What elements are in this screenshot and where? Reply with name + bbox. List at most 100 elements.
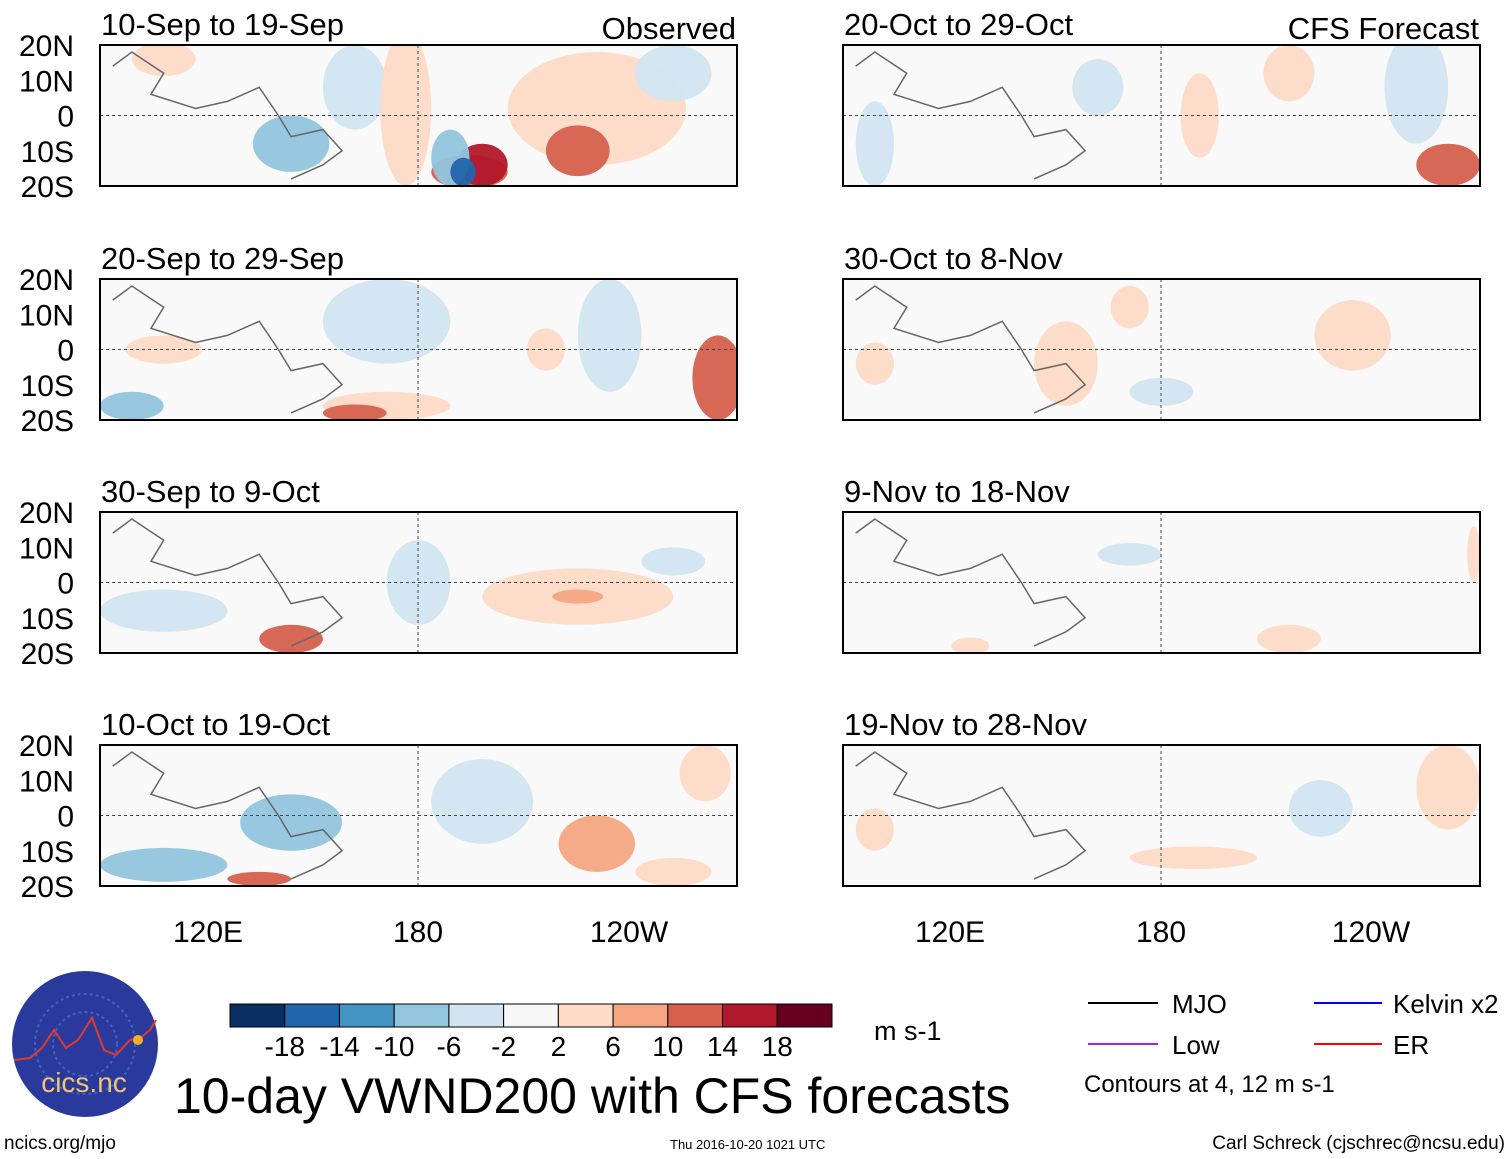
lat-tick-label: 10S — [21, 370, 74, 403]
map-panel-forecast-2: 30-Oct to 8-Nov — [842, 241, 1481, 421]
timestamp: Thu 2016-10-20 1021 UTC — [670, 1137, 825, 1152]
coastline — [855, 285, 1087, 414]
panel-title: 30-Oct to 8-Nov — [844, 241, 1063, 276]
anomaly-region — [431, 759, 534, 844]
map-panel-forecast-1: 20-Oct to 29-Oct CFS Forecast — [842, 7, 1481, 187]
cics-logo: cics.nc — [12, 971, 158, 1117]
anomaly-region — [577, 279, 642, 392]
anomaly-region — [545, 125, 610, 177]
colorbar-swatch — [557, 1003, 614, 1028]
colorbar-swatch — [667, 1003, 724, 1028]
anomaly-region — [450, 157, 476, 186]
anomaly-region — [259, 624, 323, 653]
colorbar-swatch — [612, 1003, 669, 1028]
panel-title: 10-Oct to 19-Oct — [101, 707, 331, 742]
anomaly-region — [1288, 780, 1353, 837]
anomaly-region — [131, 45, 196, 77]
anomaly-region — [100, 847, 228, 882]
lat-tick-label: 10N — [19, 65, 74, 98]
anomaly-region — [855, 101, 894, 186]
lon-tick-label: 120W — [590, 916, 669, 949]
anomaly-region — [1416, 745, 1480, 830]
anomaly-region — [1467, 526, 1480, 583]
axis-labels: 20N10N010S20S20N10N010S20S20N10N010S20S2… — [19, 30, 1411, 949]
colorbar-tick-label: 10 — [652, 1031, 683, 1062]
anomaly-region — [855, 342, 894, 385]
anomaly-region — [100, 589, 228, 632]
colorbar-swatch — [338, 1003, 395, 1028]
anomaly-region — [951, 637, 990, 653]
legend-label-kelvin: Kelvin x2 — [1393, 989, 1499, 1019]
lat-tick-label: 20S — [21, 871, 74, 904]
anomaly-region — [558, 815, 636, 872]
anomaly-region — [1384, 45, 1449, 144]
colorbar-tick-label: -18 — [264, 1031, 304, 1062]
colorbar-swatch — [393, 1003, 450, 1028]
colorbar-swatch — [722, 1003, 778, 1028]
colorbar-tick-label: 2 — [551, 1031, 567, 1062]
colorbar-tick-label: 14 — [707, 1031, 738, 1062]
coastline — [112, 518, 344, 647]
anomaly-region — [252, 115, 330, 172]
lat-tick-label: 0 — [57, 568, 74, 601]
lat-tick-label: 20S — [21, 638, 74, 671]
coastline — [855, 518, 1087, 647]
panel-frame — [842, 511, 1481, 654]
map-panel-observed-1: 10-Sep to 19-Sep Observed — [99, 7, 738, 187]
lat-tick-label: 10S — [21, 836, 74, 869]
panel-type-label: Observed — [602, 11, 736, 46]
anomaly-region — [322, 404, 387, 420]
coastline — [112, 751, 344, 880]
lat-tick-label: 10N — [19, 765, 74, 798]
colorbar-swatch — [448, 1003, 505, 1028]
lat-tick-label: 20N — [19, 30, 74, 63]
panel-frame — [99, 511, 738, 654]
coastline — [855, 751, 1087, 880]
anomaly-region — [1129, 377, 1194, 406]
lon-tick-label: 120W — [1332, 916, 1411, 949]
panel-frame — [99, 744, 738, 887]
map-panel-forecast-4: 19-Nov to 28-Nov — [842, 707, 1481, 887]
anomaly-region — [1263, 45, 1315, 102]
map-panel-observed-4: 10-Oct to 19-Oct — [99, 707, 738, 887]
panel-title: 9-Nov to 18-Nov — [844, 474, 1070, 509]
panel-frame — [842, 278, 1481, 421]
logo-text: cics.nc — [41, 1067, 127, 1098]
panel-frame — [842, 744, 1481, 887]
lon-tick-label: 180 — [393, 916, 443, 949]
colorbar-swatch — [284, 1003, 340, 1028]
anomaly-region — [552, 589, 604, 604]
colorbar-swatch — [503, 1003, 559, 1028]
lat-tick-label: 20S — [21, 171, 74, 204]
lat-tick-label: 0 — [57, 335, 74, 368]
figure-title: 10-day VWND200 with CFS forecasts — [174, 1068, 1010, 1124]
legend-label-er: ER — [1393, 1030, 1429, 1060]
anomaly-region — [641, 547, 706, 576]
lat-tick-label: 0 — [57, 101, 74, 134]
legend-label-mjo: MJO — [1172, 989, 1227, 1019]
coastline — [112, 285, 344, 414]
colorbar-tick-label: -10 — [374, 1031, 414, 1062]
coastline — [855, 51, 1087, 180]
anomaly-region — [322, 279, 451, 364]
anomaly-region — [322, 45, 387, 130]
panel-title: 30-Sep to 9-Oct — [101, 474, 320, 509]
lat-tick-label: 0 — [57, 801, 74, 834]
anomaly-region — [1314, 300, 1391, 371]
lat-tick-label: 20N — [19, 497, 74, 530]
colorbar-tick-label: -2 — [491, 1031, 516, 1062]
lon-tick-label: 120E — [173, 916, 243, 949]
coastline — [112, 51, 344, 180]
panel-frame — [842, 44, 1481, 187]
anomaly-region — [240, 794, 343, 851]
colorbar-swatch — [229, 1003, 286, 1028]
panel-type-label: CFS Forecast — [1288, 11, 1480, 46]
anomaly-region — [125, 335, 202, 364]
panel-frame — [99, 278, 738, 421]
colorbar-units: m s-1 — [874, 1016, 942, 1046]
anomaly-region — [100, 391, 164, 420]
colorbar-tick-label: 6 — [605, 1031, 621, 1062]
site-url: ncics.org/mjo — [4, 1133, 116, 1154]
anomaly-region — [380, 45, 432, 186]
panel-frame — [99, 44, 738, 187]
